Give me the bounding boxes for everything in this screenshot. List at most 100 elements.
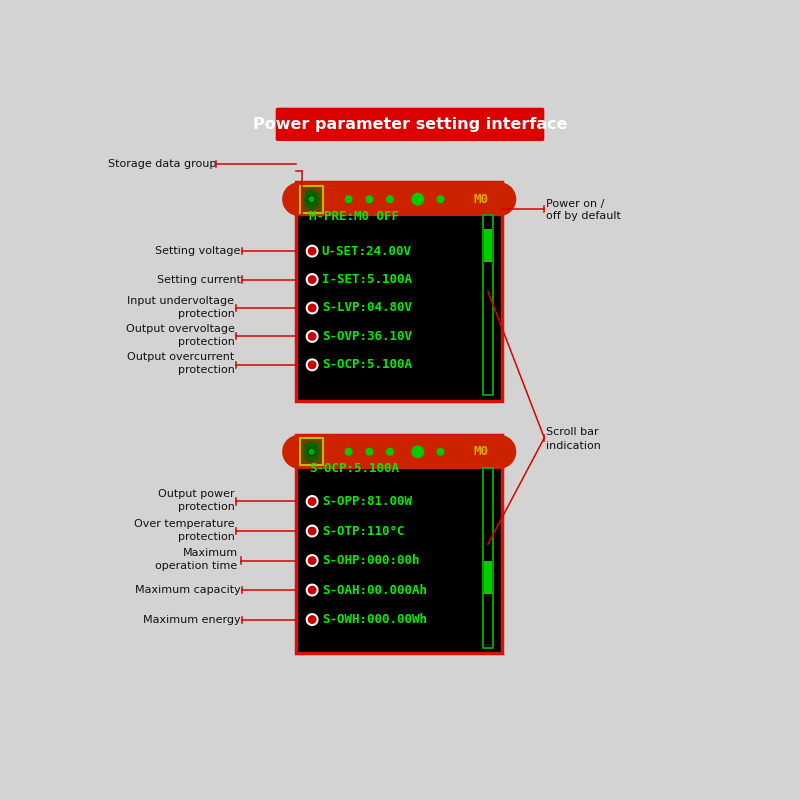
Circle shape <box>309 586 316 594</box>
Text: S-OPP:81.00W: S-OPP:81.00W <box>322 495 412 508</box>
Circle shape <box>314 202 318 206</box>
Circle shape <box>386 196 394 202</box>
Circle shape <box>366 196 373 202</box>
Text: M0: M0 <box>474 193 488 206</box>
Circle shape <box>315 197 319 202</box>
Text: S-OAH:00.000Ah: S-OAH:00.000Ah <box>322 583 427 597</box>
Text: M-PRE:M0 OFF: M-PRE:M0 OFF <box>310 210 399 222</box>
Circle shape <box>306 274 318 286</box>
Text: Maximum: Maximum <box>182 548 238 558</box>
Text: Power parameter setting interface: Power parameter setting interface <box>253 117 567 132</box>
Circle shape <box>437 449 444 455</box>
Text: S-OTP:110°C: S-OTP:110°C <box>322 525 404 538</box>
Circle shape <box>366 449 373 455</box>
Circle shape <box>309 527 316 534</box>
Text: protection: protection <box>178 337 234 347</box>
Bar <box>300 186 323 213</box>
Text: Scroll bar: Scroll bar <box>546 426 598 437</box>
Bar <box>296 182 502 216</box>
Circle shape <box>309 616 316 623</box>
Circle shape <box>310 205 314 209</box>
Circle shape <box>309 304 316 312</box>
Text: protection: protection <box>178 366 234 375</box>
Text: protection: protection <box>178 309 234 318</box>
Circle shape <box>309 498 316 506</box>
Text: U-SET:24.00V: U-SET:24.00V <box>322 245 412 258</box>
Circle shape <box>306 246 318 257</box>
Circle shape <box>386 449 394 455</box>
Text: S-OCP:5.100A: S-OCP:5.100A <box>310 462 399 475</box>
Circle shape <box>306 496 318 507</box>
Circle shape <box>437 196 444 202</box>
Text: Output overvoltage: Output overvoltage <box>126 324 234 334</box>
Circle shape <box>309 333 316 340</box>
Text: protection: protection <box>178 531 234 542</box>
Circle shape <box>315 450 319 454</box>
Circle shape <box>412 194 423 205</box>
Circle shape <box>306 526 318 537</box>
Bar <box>296 182 502 401</box>
Circle shape <box>346 196 352 202</box>
Text: Storage data group: Storage data group <box>107 158 216 169</box>
Text: Setting current: Setting current <box>157 274 241 285</box>
Circle shape <box>306 330 318 342</box>
Circle shape <box>306 445 310 449</box>
Circle shape <box>304 197 308 202</box>
Circle shape <box>314 192 318 196</box>
Text: S-OVP:36.10V: S-OVP:36.10V <box>322 330 412 343</box>
Text: Maximum energy: Maximum energy <box>143 614 241 625</box>
Text: S-OHP:000:00h: S-OHP:000:00h <box>322 554 419 567</box>
Text: I-SET:5.100A: I-SET:5.100A <box>322 273 412 286</box>
Circle shape <box>283 435 315 468</box>
Circle shape <box>310 457 314 462</box>
Circle shape <box>314 445 318 449</box>
Circle shape <box>306 455 310 459</box>
Circle shape <box>412 446 423 458</box>
Circle shape <box>309 450 314 454</box>
Bar <box>300 438 323 466</box>
Circle shape <box>309 247 316 255</box>
Bar <box>484 562 492 594</box>
Circle shape <box>483 435 515 468</box>
Circle shape <box>306 302 318 314</box>
Bar <box>484 230 492 262</box>
Circle shape <box>309 361 316 369</box>
Circle shape <box>304 450 308 454</box>
Circle shape <box>283 183 315 215</box>
FancyBboxPatch shape <box>276 108 544 141</box>
Text: Setting voltage: Setting voltage <box>155 246 241 256</box>
Circle shape <box>310 442 314 446</box>
Circle shape <box>346 449 352 455</box>
Text: protection: protection <box>178 502 234 512</box>
Circle shape <box>306 584 318 596</box>
Circle shape <box>306 614 318 626</box>
Text: indication: indication <box>546 441 600 451</box>
Text: Maximum capacity: Maximum capacity <box>135 585 241 595</box>
Text: off by default: off by default <box>546 211 620 221</box>
Bar <box>483 468 493 648</box>
Circle shape <box>314 455 318 459</box>
Text: Input undervoltage: Input undervoltage <box>127 295 234 306</box>
Bar <box>483 215 493 395</box>
Text: operation time: operation time <box>155 561 238 571</box>
Text: S-OWH:000.00Wh: S-OWH:000.00Wh <box>322 613 427 626</box>
Text: S-OCP:5.100A: S-OCP:5.100A <box>322 358 412 371</box>
Bar <box>296 435 502 469</box>
Circle shape <box>306 554 318 566</box>
Text: Power on /: Power on / <box>546 199 604 209</box>
Circle shape <box>309 557 316 564</box>
Circle shape <box>306 359 318 370</box>
Text: Output power: Output power <box>158 489 234 499</box>
Circle shape <box>308 448 315 455</box>
Bar <box>296 435 502 654</box>
Circle shape <box>308 195 315 203</box>
Circle shape <box>306 202 310 206</box>
Circle shape <box>310 190 314 194</box>
Text: S-LVP:04.80V: S-LVP:04.80V <box>322 302 412 314</box>
Circle shape <box>483 183 515 215</box>
Text: M0: M0 <box>474 446 488 458</box>
Circle shape <box>309 276 316 283</box>
Circle shape <box>306 192 310 196</box>
Text: Over temperature: Over temperature <box>134 518 234 529</box>
Circle shape <box>309 197 314 202</box>
